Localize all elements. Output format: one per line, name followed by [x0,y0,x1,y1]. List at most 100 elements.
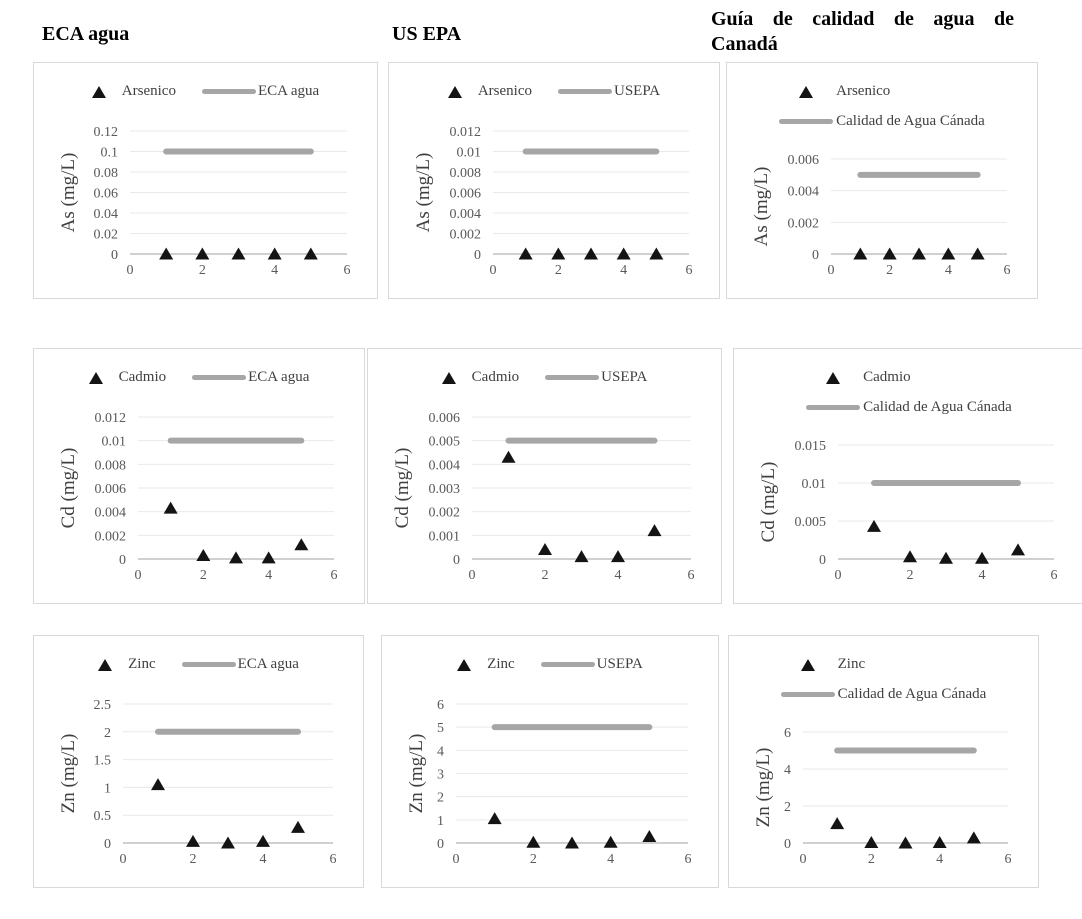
y-tick-label: 4 [437,744,444,759]
plot-svg: 0 1 2 3 4 5 6 0 2 4 6 Zn (mg/L) [406,698,692,867]
data-point-triangle [1011,543,1025,556]
series-triangle-marker [91,85,106,98]
x-tick-label: 2 [190,852,197,867]
y-tick-label: 5 [437,721,444,736]
plot-svg: 0 0.5 1 1.5 2 2.5 0 2 4 6 Zn (mg/L) [58,698,337,867]
y-tick-label: 0.002 [429,506,461,521]
x-tick-label: 0 [800,852,807,867]
data-point-triangle [649,247,664,260]
y-tick-label: 0.004 [450,207,482,222]
y-tick-label: 0.08 [94,166,119,181]
y-tick-label: 0.01 [457,146,482,161]
y-tick-label: 0.02 [94,228,119,243]
y-tick-label: 0.006 [95,482,127,497]
data-point-triangle [538,543,552,556]
y-axis-title: Zn (mg/L) [406,734,427,814]
data-point-triangle [647,524,662,537]
y-tick-label: 0.001 [429,529,461,544]
y-tick-label: 0.012 [450,125,482,140]
standard-line-marker [201,89,256,94]
data-point-triangle [882,247,897,260]
y-axis-title: As (mg/L) [413,153,434,233]
y-tick-label: 0.006 [429,411,461,426]
data-point-triangle [939,551,953,564]
plot-svg: 0 2 4 6 0 2 4 6 Zn (mg/L) [753,726,1012,867]
chart-panel-arsenic-canada: Arsenico Calidad de Agua Cánada 0 0.002 0.00… [726,62,1038,299]
legend-row: Arsenico USEPA [447,83,660,100]
y-tick-label: 0 [819,553,826,568]
chart-panel-zinc-eca: Zinc ECA agua 0 0.5 1 1.5 2 2.5 0 2 4 6 Zn (mg/L) [33,635,364,888]
legend-label-series: Zinc [487,656,515,672]
plot-svg: 0 0.001 0.002 0.003 0.004 0.005 0.006 0 2 4 6 Cd (m… [392,411,695,583]
chart-legend: Cadmio ECA agua [34,369,364,386]
x-tick-label: 6 [331,568,338,583]
chart-legend: Zinc USEPA [382,656,718,673]
data-point-triangle [151,778,165,791]
data-point-triangle [565,836,579,849]
legend-label-series: Zinc [128,656,156,672]
x-tick-label: 2 [555,263,562,278]
legend-row: Zinc USEPA [457,656,643,673]
x-tick-label: 2 [199,263,206,278]
y-tick-label: 2 [437,791,444,806]
data-point-triangle [256,834,270,847]
legend-label-standard: USEPA [596,656,643,672]
y-axis-title: As (mg/L) [58,153,79,233]
legend-label-standard: USEPA [601,369,648,385]
data-point-triangle [912,247,926,260]
y-axis-title: As (mg/L) [751,167,772,247]
data-point-triangle [291,820,305,833]
data-point-triangle [487,812,502,825]
column-header-canada-line2: Canadá [711,33,778,55]
legend-label-standard: Calidad de Agua Cánada [863,399,1012,415]
y-tick-label: 1.5 [94,754,112,769]
y-tick-label: 0 [111,248,118,263]
x-tick-label: 6 [330,852,337,867]
y-tick-label: 0.004 [429,458,461,473]
standard-line-marker [558,89,612,94]
y-tick-label: 0 [119,553,126,568]
y-tick-label: 4 [784,763,791,778]
plot-svg: 0 0.002 0.004 0.006 0 2 4 6 As (mg/L) [751,153,1011,278]
x-tick-label: 0 [490,263,497,278]
chart-panel-cadmium-canada: Cadmio Calidad de Agua Cánada 0 0.005 0.01 0.… [733,348,1082,604]
y-tick-label: 1 [437,814,444,829]
x-tick-label: 4 [615,568,622,583]
data-point-triangle [966,831,981,844]
y-tick-label: 6 [784,726,791,741]
y-tick-label: 0.1 [101,146,119,161]
column-header-canada-line1: Guía de calidad de agua de [711,8,1014,30]
data-point-triangle [932,835,947,848]
y-axis-title: Zn (mg/L) [58,734,79,814]
legend-label-standard: ECA agua [237,656,299,672]
legend-marker-cell [779,119,834,124]
chart-legend: Zinc Calidad de Agua Cánada [729,656,1038,703]
data-point-triangle [853,247,868,260]
data-point-triangle [864,835,879,848]
x-tick-label: 6 [344,263,351,278]
y-tick-label: 0.002 [450,228,482,243]
legend-marker-cell [806,405,861,410]
data-point-triangle [975,551,989,564]
x-tick-label: 6 [686,263,693,278]
y-tick-label: 0.008 [450,166,482,181]
legend-label-series: Zinc [837,656,866,672]
data-point-triangle [196,548,211,561]
y-tick-label: 0.015 [795,439,827,454]
chart-panel-zinc-canada: Zinc Calidad de Agua Cánada 0 2 4 6 0 2 4 6 Zn (mg… [728,635,1039,888]
y-tick-label: 0 [453,553,460,568]
x-tick-label: 0 [828,263,835,278]
y-tick-label: 0.01 [102,435,127,450]
x-tick-label: 4 [979,568,986,583]
y-tick-label: 0.01 [802,477,827,492]
standard-line-marker [780,692,835,697]
y-axis-title: Zn (mg/L) [753,748,774,828]
column-header-us-epa: US EPA [392,23,462,45]
chart-panel-arsenic-usepa: Arsenico USEPA 0 0.002 0.004 0.006 0.008 0.01 0.… [388,62,720,299]
x-tick-label: 2 [868,852,875,867]
data-point-triangle [970,247,985,260]
data-point-triangle [229,551,243,564]
legend-label-series: Arsenico [836,83,891,99]
x-tick-label: 0 [469,568,476,583]
standard-line-marker [545,375,600,380]
